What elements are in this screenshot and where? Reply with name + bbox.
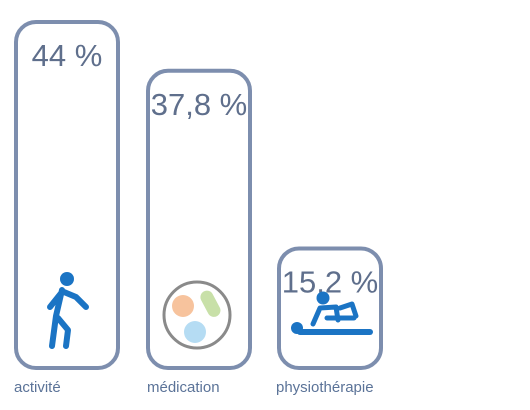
value-label-medication: 37,8 % xyxy=(151,87,248,122)
category-label-physiotherapie: physiothérapie xyxy=(276,379,374,396)
category-label-medication: médication xyxy=(147,379,220,396)
bar-activite xyxy=(14,20,120,370)
physiotherapy-icon xyxy=(291,291,373,335)
category-label-activite: activité xyxy=(14,379,61,396)
walking-person-icon xyxy=(47,272,89,349)
pills-icon xyxy=(162,280,232,350)
value-label-physiotherapie: 15,2 % xyxy=(282,264,379,299)
value-label-activite: 44 % xyxy=(32,38,103,73)
